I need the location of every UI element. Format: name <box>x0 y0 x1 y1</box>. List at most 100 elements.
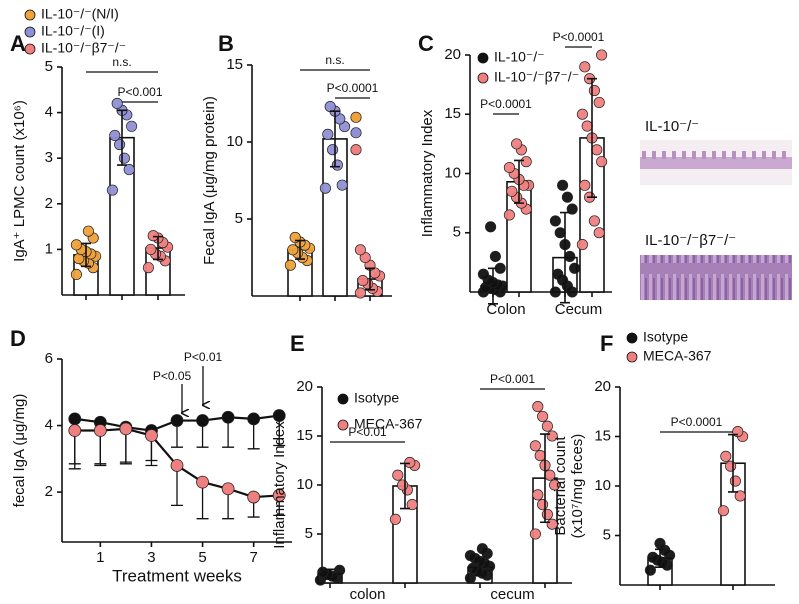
panel-label: A <box>10 31 26 56</box>
legend-marker <box>337 419 349 431</box>
significance-label: P<0.05 <box>153 369 192 383</box>
y-axis-label: fecal IgA (μg/mg) <box>11 394 28 508</box>
data-point <box>725 460 737 472</box>
data-point <box>145 243 157 255</box>
data-point <box>111 97 123 110</box>
error-bar <box>365 267 375 291</box>
error-bar <box>117 109 127 166</box>
y-tick-label: 20 <box>594 378 611 395</box>
data-point <box>272 409 286 422</box>
data-point <box>529 440 541 452</box>
data-point <box>147 230 159 242</box>
y-tick-label: 5 <box>305 525 313 542</box>
data-point <box>145 429 158 442</box>
data-point <box>647 551 659 563</box>
y-tick-label: 15 <box>226 56 243 73</box>
y-tick-label: 10 <box>296 476 313 493</box>
data-point <box>70 239 82 251</box>
data-point <box>529 528 541 540</box>
data-point <box>520 156 532 168</box>
y-tick-label: 2 <box>45 195 53 212</box>
data-point <box>593 227 605 239</box>
x-tick-label: Cecum <box>555 301 603 318</box>
data-point <box>588 215 600 227</box>
error-bar <box>153 235 163 261</box>
data-point <box>247 490 261 504</box>
x-axis-label: Treatment weeks <box>112 566 242 585</box>
significance-label: P<0.0001 <box>671 415 723 429</box>
significance-label: n.s. <box>112 55 131 69</box>
legend-marker <box>337 393 349 405</box>
legend-label: IL-10⁻/⁻(N/I) <box>41 6 119 22</box>
histology-image <box>640 255 792 300</box>
y-tick-label: 3 <box>45 149 53 166</box>
data-point <box>170 414 184 427</box>
data-point <box>596 156 608 168</box>
data-point <box>485 221 497 233</box>
x-tick-label: 3 <box>147 549 155 566</box>
data-point <box>196 475 209 489</box>
data-point <box>579 61 591 73</box>
data-point <box>532 489 544 501</box>
data-point <box>503 162 515 174</box>
significance-label: n.s. <box>325 53 344 67</box>
y-axis-label: Inflammatory Index <box>419 109 436 237</box>
data-point <box>464 550 476 562</box>
y-axis-label: Inflammatory Index <box>271 421 288 549</box>
legend-label: IL-10⁻/⁻(I) <box>41 23 105 39</box>
data-point <box>106 184 118 196</box>
legend-marker <box>626 351 638 363</box>
error-bar <box>295 239 305 260</box>
y-axis-label: Fecal IgA (μg/mg protein) <box>201 96 218 265</box>
error-bar <box>540 433 550 524</box>
y-tick-label: 5 <box>235 210 243 227</box>
data-point <box>354 287 366 299</box>
data-point <box>319 182 331 194</box>
data-point <box>119 422 133 436</box>
legend-label: IL-10⁻/⁻β7⁻/⁻ <box>494 69 579 85</box>
error-bar <box>325 568 335 580</box>
significance-label: P<0.0001 <box>327 81 379 95</box>
data-point <box>114 138 126 151</box>
legend-label: IL-10⁻/⁻ <box>494 49 545 65</box>
data-point <box>552 268 564 280</box>
data-point <box>170 459 184 472</box>
data-point <box>284 259 296 271</box>
data-point <box>569 262 581 274</box>
y-axis-label: IgA⁺ LPMC count (x10⁶) <box>11 100 28 262</box>
data-point <box>576 239 588 251</box>
data-point <box>644 564 656 576</box>
legend-marker <box>626 332 638 344</box>
legend-label: Isotype <box>643 329 688 345</box>
data-point <box>406 499 418 511</box>
data-point <box>596 49 608 61</box>
data-point <box>221 482 235 496</box>
y-tick-label: 1 <box>45 240 53 257</box>
legend-marker <box>24 43 36 55</box>
significance-label: P<0.0001 <box>553 30 605 44</box>
error-bar <box>171 465 183 507</box>
y-tick-label: 15 <box>444 105 461 122</box>
panel-label: D <box>10 326 26 351</box>
data-point <box>579 179 591 191</box>
x-tick-label: 7 <box>249 549 257 566</box>
data-point <box>511 138 523 150</box>
data-point <box>272 489 286 502</box>
data-point <box>654 537 666 549</box>
data-point <box>576 108 588 120</box>
data-point <box>392 469 404 481</box>
data-point <box>541 420 553 432</box>
x-tick-label: cecum <box>490 586 534 603</box>
panel-label: F <box>600 331 613 356</box>
significance-label: P<0.01 <box>348 425 387 439</box>
y-tick-label: 20 <box>444 46 461 63</box>
data-point <box>561 191 573 203</box>
data-point <box>350 144 362 156</box>
data-point <box>221 410 235 424</box>
data-point <box>287 244 299 256</box>
legend-marker <box>477 72 489 84</box>
y-tick-label: 20 <box>296 378 313 395</box>
error-bar <box>514 159 524 204</box>
legend-marker <box>477 52 489 64</box>
